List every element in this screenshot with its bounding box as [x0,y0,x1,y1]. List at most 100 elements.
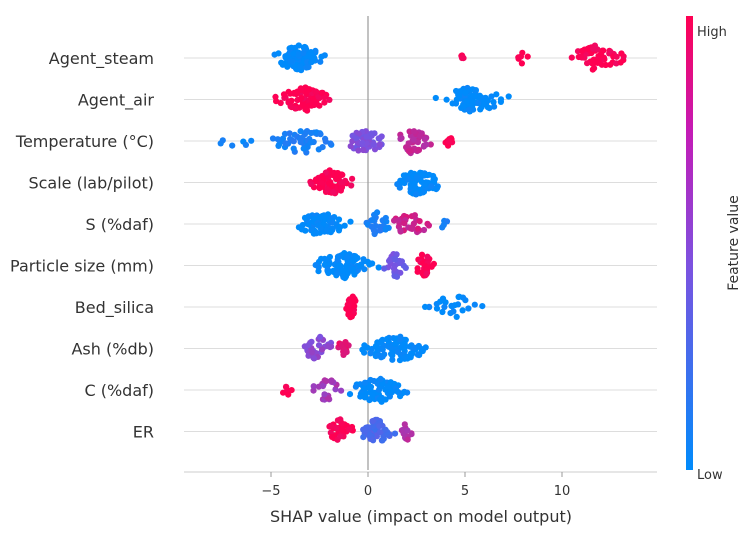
shap-point [287,103,294,110]
shap-point [360,256,367,263]
shap-point [361,342,368,349]
shap-point [322,214,329,221]
shap-point [414,351,421,358]
shap-point [330,189,337,196]
shap-point [405,148,413,155]
shap-point [313,88,320,95]
shap-point [308,59,315,66]
shap-point [321,99,328,106]
x-axis-title: SHAP value (impact on model output) [270,507,572,526]
shap-point [421,136,428,143]
shap-point [345,311,352,318]
shap-point [310,387,317,394]
shap-point [376,429,383,436]
shap-point [433,305,441,312]
shap-point [310,383,317,390]
shap-point [328,378,335,385]
shap-point [275,50,282,57]
shap-point [453,313,460,320]
shap-point [308,129,315,137]
shap-point [288,44,295,51]
colorbar-high-label: High [697,25,727,40]
shap-point [392,340,399,347]
shap-point [269,135,277,142]
feature-label: Agent_steam [49,49,154,69]
shap-point [317,131,324,138]
shap-point [387,379,394,386]
colorbar [686,16,693,470]
shap-point [319,346,326,353]
shap-point [382,214,389,222]
shap-point [328,182,336,189]
shap-point [290,145,297,152]
shap-point [352,383,359,390]
shap-point [297,139,304,146]
shap-point [399,179,406,186]
shap-point [484,97,491,104]
shap-point [278,59,285,66]
shap-point [462,89,469,97]
shap-point [386,257,393,265]
shap-point [285,88,292,95]
shap-point [425,222,432,229]
shap-point [360,434,367,441]
shap-point [351,303,358,310]
shap-point [298,94,305,101]
shap-point [397,259,404,266]
shap-point [290,50,297,57]
shap-point [396,357,404,364]
shap-point [343,349,350,356]
shap-point [307,139,314,146]
shap-point [417,133,424,140]
shap-point [317,58,324,65]
shap-point [305,341,312,348]
shap-point [463,98,470,105]
shap-point [299,221,306,229]
shap-point [406,128,413,135]
shap-point [248,137,255,144]
shap-point [439,308,446,316]
shap-point [584,45,591,53]
shap-point [335,262,342,270]
shap-point [471,301,478,308]
shap-point [395,217,402,224]
shap-point [455,293,462,301]
shap-point [319,144,326,151]
shap-point [313,230,320,237]
shap-point [459,307,466,314]
shap-point [490,99,497,106]
shap-point [344,265,351,272]
shap-point [396,184,403,191]
feature-label: Agent_air [78,91,155,111]
shap-point [333,424,340,431]
shap-point [409,350,416,357]
shap-point [383,335,391,343]
shap-point [308,181,315,188]
shap-point [339,267,346,274]
shap-point [518,60,526,67]
shap-point [281,130,289,137]
shap-point [369,217,376,224]
shap-point [286,130,293,137]
shap-point [497,96,505,103]
x-tick-label: 5 [461,484,469,499]
shap-point [407,225,414,232]
shap-point [617,59,624,66]
shap-point [312,101,319,108]
shap-point [400,172,407,179]
shap-point [568,54,575,61]
shap-point [389,356,396,363]
x-tick-label: −5 [261,484,280,499]
shap-point [363,133,370,140]
shap-point [460,103,467,110]
shap-point [375,264,382,271]
shap-point [417,169,424,176]
shap-point [578,53,585,60]
shap-point [365,259,372,266]
shap-point [589,66,596,73]
shap-point [410,136,417,143]
shap-point [374,380,381,387]
shap-point [423,270,430,277]
feature-label: Scale (lab/pilot) [28,174,154,193]
